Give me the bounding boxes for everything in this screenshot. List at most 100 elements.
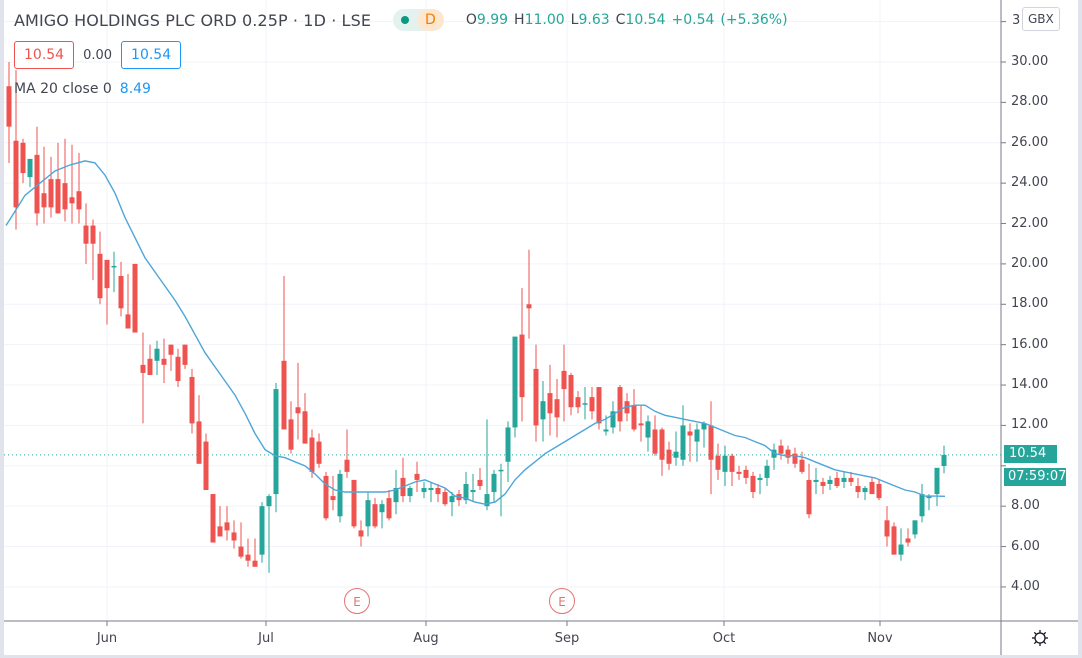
candle[interactable] <box>701 421 707 448</box>
candle[interactable] <box>449 492 455 517</box>
candle[interactable] <box>806 463 812 519</box>
candle[interactable] <box>736 465 742 480</box>
candle[interactable] <box>90 219 96 281</box>
candle[interactable] <box>505 421 511 482</box>
candle[interactable] <box>48 156 54 218</box>
candle[interactable] <box>498 463 504 517</box>
candle[interactable] <box>673 431 679 466</box>
candle[interactable] <box>610 401 616 434</box>
candle[interactable] <box>295 362 301 440</box>
candle[interactable] <box>905 528 911 547</box>
market-status-pill[interactable]: D <box>393 9 444 31</box>
candle[interactable] <box>645 415 651 452</box>
candle[interactable] <box>330 475 336 511</box>
candle[interactable] <box>266 494 272 573</box>
candle[interactable] <box>55 142 61 214</box>
candle[interactable] <box>785 445 791 464</box>
candle[interactable] <box>687 423 693 462</box>
candle[interactable] <box>69 144 75 224</box>
candle[interactable] <box>919 483 925 523</box>
candle[interactable] <box>189 368 195 434</box>
candle[interactable] <box>491 469 497 503</box>
candle[interactable] <box>484 419 490 511</box>
candle[interactable] <box>323 471 329 521</box>
candle[interactable] <box>27 158 33 188</box>
candle[interactable] <box>799 451 805 474</box>
candle[interactable] <box>540 381 546 442</box>
candle[interactable] <box>344 429 350 478</box>
candle[interactable] <box>652 415 658 456</box>
buy-button[interactable]: 10.54 <box>121 41 182 69</box>
candle[interactable] <box>316 433 322 468</box>
candle[interactable] <box>477 467 483 491</box>
candle[interactable] <box>855 477 861 499</box>
candle[interactable] <box>435 483 441 503</box>
candle[interactable] <box>617 385 623 432</box>
candle[interactable] <box>898 528 904 561</box>
candle[interactable] <box>631 389 637 432</box>
candle[interactable] <box>154 340 160 375</box>
candle[interactable] <box>442 488 448 507</box>
candle[interactable] <box>589 387 595 420</box>
candle[interactable] <box>547 364 553 436</box>
candle[interactable] <box>750 471 756 499</box>
candle[interactable] <box>259 502 265 563</box>
sell-button[interactable]: 10.54 <box>14 41 75 69</box>
candle[interactable] <box>891 522 897 555</box>
candle[interactable] <box>512 336 518 438</box>
indicator-legend[interactable]: MA 20 close 0 8.49 <box>14 81 151 97</box>
candle[interactable] <box>764 459 770 486</box>
earnings-event-marker[interactable]: E <box>549 588 575 614</box>
candle[interactable] <box>533 344 539 442</box>
candle[interactable] <box>407 485 413 503</box>
candle[interactable] <box>168 344 174 371</box>
candle[interactable] <box>820 477 826 495</box>
candle[interactable] <box>217 506 223 537</box>
candle[interactable] <box>140 332 146 424</box>
candle[interactable] <box>196 395 202 464</box>
currency-button[interactable]: GBX <box>1022 7 1060 31</box>
candle[interactable] <box>365 492 371 537</box>
candle[interactable] <box>20 138 26 184</box>
candle[interactable] <box>111 251 117 293</box>
candle[interactable] <box>456 490 462 507</box>
candle[interactable] <box>83 203 89 264</box>
candle[interactable] <box>379 500 385 529</box>
candle[interactable] <box>526 249 532 339</box>
candle[interactable] <box>6 62 12 163</box>
candle[interactable] <box>41 146 47 224</box>
candle[interactable] <box>575 391 581 414</box>
candle[interactable] <box>729 453 735 486</box>
candle[interactable] <box>386 490 392 521</box>
candle[interactable] <box>659 427 665 476</box>
candle[interactable] <box>834 471 840 489</box>
candle[interactable] <box>210 494 216 543</box>
candle[interactable] <box>147 344 153 375</box>
candle[interactable] <box>934 467 940 507</box>
candle[interactable] <box>666 441 672 470</box>
candle[interactable] <box>245 538 251 567</box>
candle[interactable] <box>34 126 40 226</box>
candle[interactable] <box>912 520 918 539</box>
candle[interactable] <box>118 261 124 317</box>
candle[interactable] <box>757 473 763 495</box>
candle[interactable] <box>97 231 103 305</box>
symbol-title[interactable]: AMIGO HOLDINGS PLC ORD 0.25P · 1D · LSE <box>14 10 372 30</box>
candle[interactable] <box>876 479 882 501</box>
candle[interactable] <box>428 481 434 503</box>
candle[interactable] <box>309 429 315 478</box>
candle[interactable] <box>203 433 209 491</box>
candle[interactable] <box>182 344 188 369</box>
candle[interactable] <box>421 481 427 499</box>
candle[interactable] <box>76 152 82 224</box>
candle[interactable] <box>722 445 728 486</box>
candle[interactable] <box>337 469 343 523</box>
candle[interactable] <box>400 457 406 503</box>
settings-gear-icon[interactable] <box>1031 629 1049 647</box>
candle[interactable] <box>568 372 574 416</box>
candle[interactable] <box>582 387 588 420</box>
candle[interactable] <box>273 383 279 513</box>
candle[interactable] <box>680 405 686 466</box>
candle[interactable] <box>715 443 721 480</box>
